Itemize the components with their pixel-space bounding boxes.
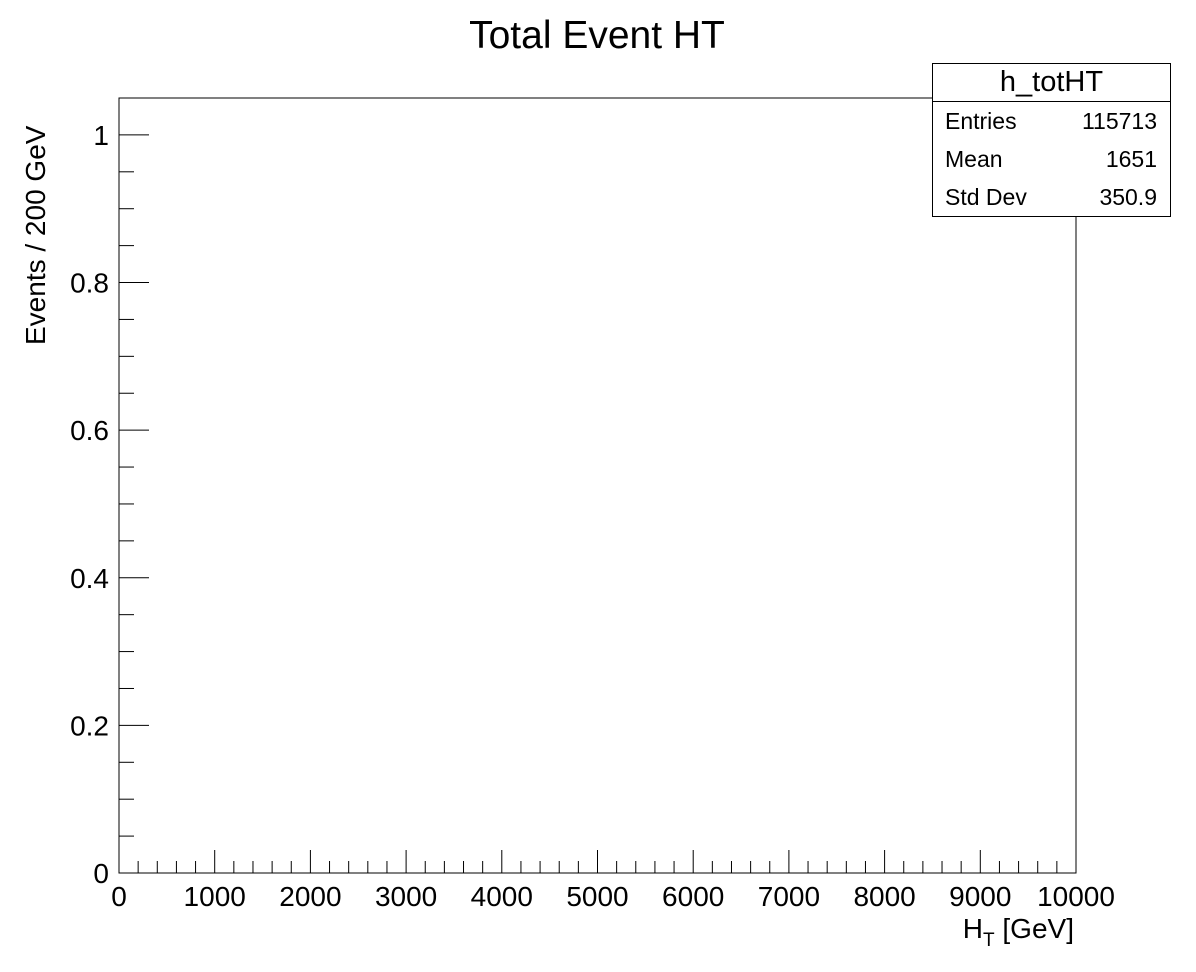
y-axis-tick-labels: 0 0.2 0.4 0.6 0.8 1 [70,120,109,889]
x-axis-tick-labels: 0 1000 2000 3000 4000 5000 6000 7000 8000 9000 100… [111,881,1115,912]
x-tick-label: 3000 [375,881,437,912]
x-axis-label: HT [GeV] [963,913,1074,951]
y-tick-label: 0.4 [70,563,109,594]
x-tick-label: 0 [111,881,127,912]
stats-row-std-dev: Std Dev 350.9 [933,178,1170,216]
x-tick-label: 1000 [184,881,246,912]
chart-title: Total Event HT [469,14,725,57]
stats-value: 1651 [1105,146,1157,172]
x-axis-ticks [118,850,1077,873]
stats-box-title: h_totHT [933,64,1170,102]
stats-label: Std Dev [945,184,1027,210]
stats-value: 350.9 [1099,184,1157,210]
y-tick-label: 0.8 [70,268,109,299]
stats-label: Mean [945,146,1003,172]
y-tick-label: 1 [93,120,109,151]
y-tick-label: 0.2 [70,710,109,741]
x-axis-label-unit: [GeV] [995,913,1074,944]
stats-label: Entries [945,108,1017,134]
y-axis-label: Events / 200 GeV [20,125,51,345]
y-axis-ticks [119,97,149,874]
stats-box: h_totHT Entries 115713 Mean 1651 Std Dev… [932,63,1171,217]
y-tick-label: 0 [93,858,109,889]
stats-row-mean: Mean 1651 [933,140,1170,178]
stats-value: 115713 [1081,108,1157,134]
x-tick-label: 6000 [662,881,724,912]
x-axis-label-main: H [963,913,983,944]
x-tick-label: 10000 [1037,881,1115,912]
x-tick-label: 7000 [758,881,820,912]
x-tick-label: 4000 [471,881,533,912]
x-tick-label: 5000 [566,881,628,912]
x-tick-label: 8000 [853,881,915,912]
x-axis-label-subscript: T [983,930,995,951]
stats-row-entries: Entries 115713 [933,102,1170,140]
x-tick-label: 9000 [949,881,1011,912]
x-tick-label: 2000 [279,881,341,912]
y-tick-label: 0.6 [70,415,109,446]
